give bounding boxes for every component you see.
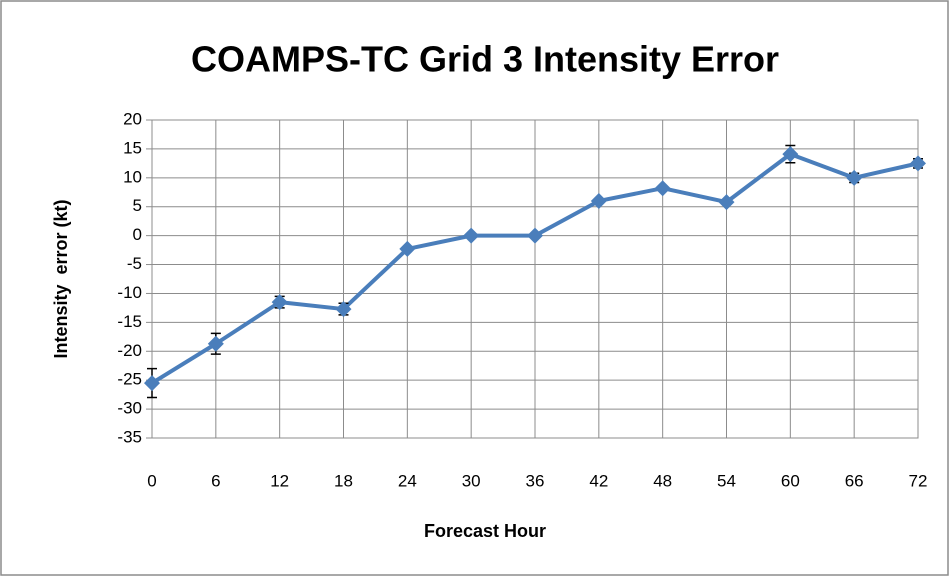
chart-title: COAMPS-TC Grid 3 Intensity Error: [191, 39, 779, 80]
x-tick-label: 18: [334, 471, 353, 490]
y-tick-label: 10: [123, 167, 142, 186]
x-tick-label: 30: [462, 471, 481, 490]
plot-frame: [151, 119, 919, 439]
y-tick-label: -35: [117, 427, 142, 446]
x-tick-label: 42: [589, 471, 608, 490]
y-tick-label: -15: [117, 312, 142, 331]
x-tick-label: 60: [781, 471, 800, 490]
y-tick-label: 0: [133, 225, 142, 244]
marker: [782, 146, 799, 163]
marker: [654, 180, 671, 197]
x-tick-label: 72: [909, 471, 928, 490]
y-tick-label: -30: [117, 399, 142, 418]
marker: [527, 227, 543, 244]
y-tick-label: -20: [117, 341, 142, 360]
marker: [846, 169, 863, 186]
y-tick-label: 15: [123, 138, 142, 157]
y-tick-label: 5: [133, 196, 142, 215]
y-tick-label: -10: [117, 283, 142, 302]
marker: [910, 155, 926, 172]
marker: [718, 194, 735, 211]
x-tick-label: 6: [211, 471, 220, 490]
x-tick-label: 54: [717, 471, 736, 490]
y-tick-label: 20: [123, 109, 142, 128]
y-tick-label: -5: [127, 254, 142, 273]
x-tick-label: 66: [845, 471, 864, 490]
x-tick-label: 36: [526, 471, 545, 490]
marker: [271, 294, 288, 311]
x-tick-label: 12: [270, 471, 289, 490]
x-tick-label: 48: [653, 471, 672, 490]
marker: [399, 240, 416, 257]
marker: [590, 192, 607, 209]
x-tick-label: 24: [398, 471, 417, 490]
y-axis-label: Intensity error (kt): [51, 199, 71, 358]
marker: [144, 375, 160, 392]
marker: [463, 227, 480, 244]
x-axis-label: Forecast Hour: [424, 521, 546, 541]
y-tick-label: -25: [117, 370, 142, 389]
marker: [335, 301, 352, 318]
marker: [207, 335, 224, 352]
x-tick-label: 0: [147, 471, 156, 490]
